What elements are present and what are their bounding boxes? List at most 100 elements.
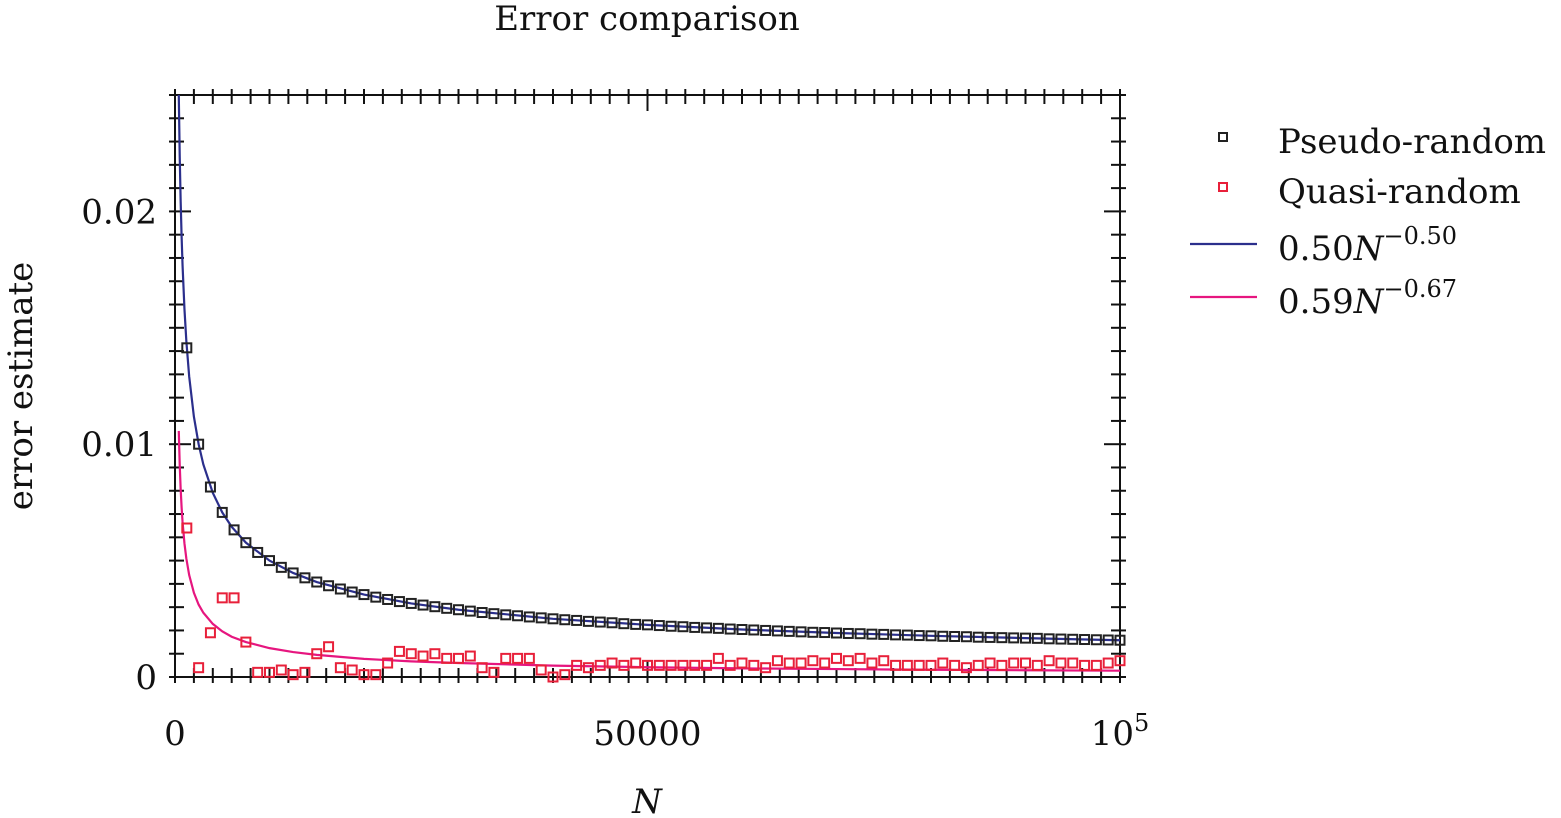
data-point bbox=[937, 630, 949, 642]
data-point bbox=[677, 659, 689, 671]
data-point bbox=[523, 611, 535, 623]
data-point bbox=[618, 659, 630, 671]
y-tick-labels: 0 0.01 0.02 bbox=[81, 192, 157, 698]
data-point bbox=[1114, 655, 1126, 667]
data-point bbox=[417, 599, 429, 611]
data-point bbox=[453, 604, 464, 616]
data-point bbox=[252, 546, 264, 558]
data-point bbox=[724, 623, 736, 635]
data-point bbox=[334, 662, 346, 674]
legend-label: Quasi-random bbox=[1278, 172, 1521, 212]
data-point bbox=[807, 655, 819, 667]
data-point bbox=[500, 652, 512, 664]
plot-area bbox=[169, 89, 1126, 683]
data-point bbox=[606, 617, 618, 629]
data-point bbox=[559, 614, 571, 626]
data-point bbox=[252, 666, 264, 678]
data-point bbox=[1055, 633, 1067, 645]
legend-label: Pseudo-random bbox=[1278, 122, 1546, 162]
data-point bbox=[228, 592, 240, 604]
data-point bbox=[311, 648, 323, 660]
data-point bbox=[393, 645, 405, 657]
data-point bbox=[358, 589, 370, 601]
plot-frame bbox=[174, 94, 1121, 678]
axis-ticks bbox=[169, 89, 1126, 683]
data-point bbox=[181, 342, 193, 354]
data-point bbox=[819, 627, 831, 639]
data-point bbox=[323, 641, 335, 653]
data-point bbox=[1114, 634, 1126, 646]
data-point bbox=[913, 630, 925, 642]
data-point bbox=[358, 669, 370, 681]
x-tick-labels: 0 50000 105 bbox=[164, 709, 1149, 754]
data-point bbox=[1102, 657, 1114, 669]
data-point bbox=[972, 659, 984, 671]
data-point bbox=[1043, 633, 1055, 645]
data-point bbox=[642, 659, 653, 671]
data-point bbox=[429, 601, 441, 613]
data-point bbox=[346, 664, 358, 676]
data-point bbox=[547, 613, 559, 625]
data-point bbox=[275, 664, 287, 676]
data-point bbox=[1102, 634, 1114, 646]
data-point bbox=[925, 659, 937, 671]
x-axis-label: N bbox=[631, 782, 663, 818]
data-point bbox=[1090, 659, 1102, 671]
x-tick-label-text: 50000 bbox=[593, 714, 701, 754]
data-point bbox=[984, 631, 996, 643]
data-point bbox=[866, 628, 878, 640]
data-point bbox=[287, 669, 299, 681]
data-point bbox=[618, 618, 630, 630]
data-point bbox=[181, 522, 193, 534]
data-point bbox=[582, 662, 594, 674]
data-markers bbox=[181, 342, 1126, 683]
data-point bbox=[299, 666, 311, 678]
data-point bbox=[323, 580, 335, 592]
y-tick-label: 0.01 bbox=[81, 425, 157, 465]
data-point bbox=[559, 669, 571, 681]
data-point bbox=[405, 597, 417, 609]
data-point bbox=[453, 652, 464, 664]
chart-title: Error comparison bbox=[494, 0, 800, 39]
x-tick-label-text: 0 bbox=[164, 714, 186, 754]
data-point bbox=[878, 628, 890, 640]
x-tick-label-text: 10 bbox=[1091, 714, 1134, 754]
data-point bbox=[264, 555, 275, 567]
data-point bbox=[760, 624, 772, 636]
legend-label: 0.59N−0.67 bbox=[1278, 275, 1457, 322]
fit-lines bbox=[177, 94, 1121, 672]
x-tick-label: 0 bbox=[164, 714, 186, 754]
data-point bbox=[594, 616, 606, 628]
data-point bbox=[311, 576, 323, 588]
data-point bbox=[1008, 657, 1020, 669]
data-point bbox=[653, 659, 665, 671]
data-point bbox=[1090, 634, 1102, 646]
data-point bbox=[677, 621, 689, 633]
data-point bbox=[512, 652, 524, 664]
data-point bbox=[1079, 659, 1091, 671]
data-point bbox=[193, 438, 205, 450]
data-point bbox=[996, 659, 1008, 671]
data-point bbox=[795, 657, 807, 669]
data-point bbox=[760, 662, 772, 674]
data-point bbox=[689, 659, 701, 671]
data-point bbox=[535, 612, 547, 624]
data-point bbox=[1031, 632, 1043, 644]
data-point bbox=[393, 596, 405, 608]
x-tick-label: 105 bbox=[1091, 709, 1150, 754]
data-point bbox=[382, 657, 394, 669]
data-point bbox=[771, 625, 783, 637]
data-point bbox=[240, 636, 252, 648]
data-point bbox=[819, 657, 831, 669]
data-point bbox=[571, 659, 583, 671]
data-point bbox=[417, 650, 429, 662]
x-tick-label: 50000 bbox=[593, 714, 701, 754]
data-point bbox=[736, 624, 748, 636]
data-point bbox=[630, 657, 642, 669]
data-point bbox=[476, 607, 488, 619]
data-point bbox=[642, 619, 653, 631]
data-point bbox=[854, 652, 866, 664]
data-point bbox=[370, 591, 382, 603]
legend-label-coefficient: 0.59 bbox=[1278, 282, 1354, 322]
